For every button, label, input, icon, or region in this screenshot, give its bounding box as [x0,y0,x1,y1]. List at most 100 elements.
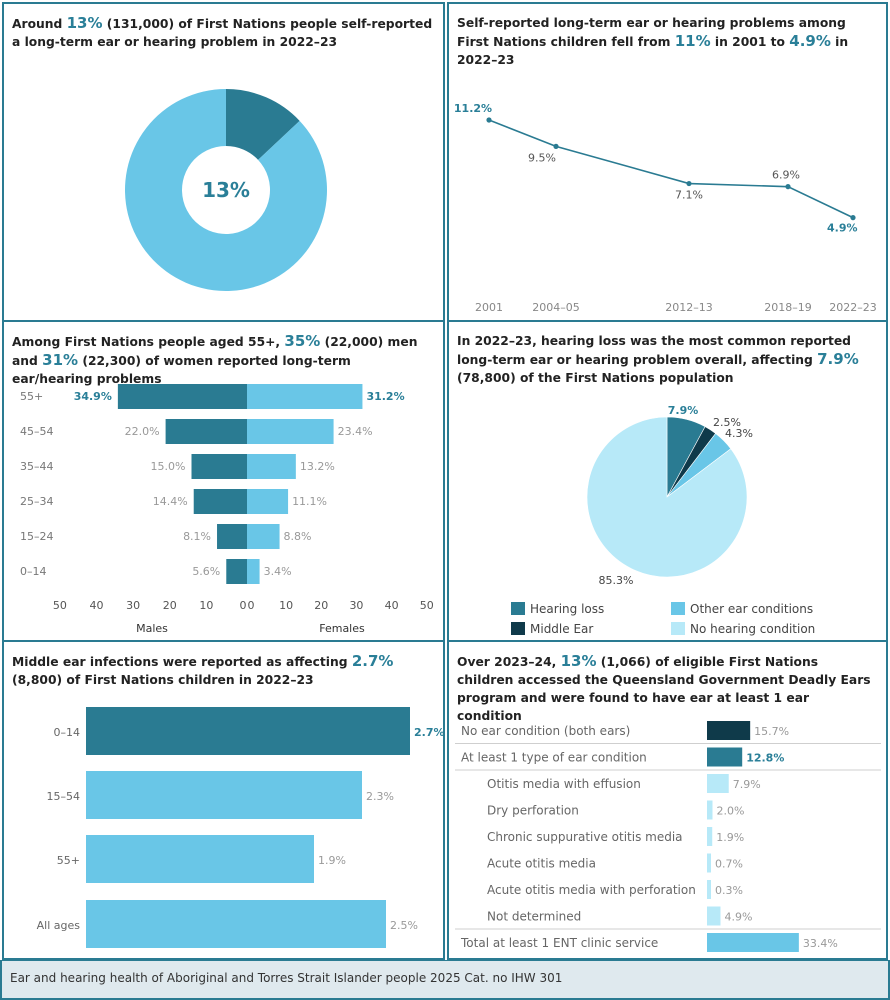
male-bar [217,524,247,549]
x-tick-label-right: 10 [279,599,293,612]
bar [707,800,713,820]
x-tick-label: 2004–05 [532,301,580,314]
data-point [785,184,791,190]
female-value-label: 3.4% [264,565,292,578]
male-value-label: 8.1% [183,530,211,543]
legend-label: Hearing loss [530,602,604,616]
pie-slice [586,416,748,578]
line-chart: 11.2% 9.5% 7.1% 6.9% 4.9% 2001 2004–05 2012–13 2… [454,102,877,314]
bar [86,835,314,883]
bar [707,906,721,926]
axis-label-males: Males [136,622,168,635]
panel-deadly-ears-table: Over 2023–24, 13% (1,066) of eligible Fi… [447,640,888,960]
panel-middle-ear-bars: Middle ear infections were reported as a… [2,640,445,960]
value-label: 2.7% [414,726,445,739]
female-value-label: 8.8% [284,530,312,543]
panel-title: Middle ear infections were reported as a… [12,652,394,687]
panel-pie-conditions: In 2022–23, hearing loss was the most co… [447,320,888,642]
panel-title: Self-reported long-term ear or hearing p… [457,16,849,67]
highlight-value: 2.7% [351,652,394,670]
panel-title: Among First Nations people aged 55+, 35%… [12,332,418,386]
data-label: 11.2% [454,102,492,115]
x-tick-label-left: 30 [126,599,140,612]
female-value-label: 31.2% [366,390,404,403]
value-label: 7.9% [733,778,761,791]
bar [707,827,713,846]
value-label: 0.7% [715,858,743,871]
data-point [553,143,559,149]
female-bar [247,524,280,549]
data-point [486,117,492,123]
male-bar [165,419,247,444]
pie-chart: 7.9% 2.5%4.3% 85.3% Hearing loss Middle Ear O… [511,404,815,636]
x-tick-label: 2018–19 [764,301,812,314]
row-label: Not determined [487,910,581,924]
value-label: 2.5% [390,919,418,932]
x-tick-label-right: 40 [385,599,399,612]
legend-swatch [671,602,685,615]
male-value-label: 34.9% [74,390,112,403]
highlight-value: 35% [284,332,321,350]
bar [86,707,410,755]
male-bar [191,454,247,479]
data-point [850,215,856,221]
highlight-value: 11% [674,32,711,50]
age-label: 45–54 [20,425,54,438]
value-label: 0.3% [715,884,743,897]
female-value-label: 11.1% [292,495,327,508]
x-tick-label-left: 10 [199,599,213,612]
x-tick-label-left: 0 [240,599,247,612]
male-value-label: 22.0% [125,425,160,438]
highlight-value: 13% [66,14,103,32]
male-value-label: 5.6% [192,565,220,578]
data-label: 7.1% [675,189,703,202]
bar [707,933,799,952]
value-label: 4.9% [724,911,752,924]
female-bar [247,454,296,479]
legend-label: Other ear conditions [690,602,813,616]
slice-label: 7.9% [668,404,699,417]
legend-label: No hearing condition [690,622,815,636]
bar [86,900,386,948]
bar [707,774,729,793]
donut-slice [124,89,327,292]
slice-label: 4.3% [725,427,753,440]
x-tick-label-left: 40 [89,599,103,612]
donut-slice [226,89,300,160]
slice-label: 2.5% [713,416,741,429]
female-bar [247,384,363,409]
legend-label: Middle Ear [530,622,593,636]
value-label: 12.8% [746,752,784,765]
footer-citation: Ear and hearing health of Aboriginal and… [0,960,890,1000]
row-label: Acute otitis media [487,857,596,871]
row-label: At least 1 type of ear condition [461,751,647,765]
age-label: 55+ [20,390,43,403]
panel-donut-ear-problems: Around 13% (131,000) of First Nations pe… [2,2,445,322]
legend-swatch [511,602,525,615]
female-bar [247,419,334,444]
x-tick-label-right: 30 [349,599,363,612]
highlight-value: 4.9% [789,32,831,50]
x-tick-label-right: 50 [420,599,434,612]
age-label: 35–44 [20,460,54,473]
male-value-label: 14.4% [153,495,188,508]
row-label: No ear condition (both ears) [461,724,630,738]
row-label: Otitis media with effusion [487,777,641,791]
row-label: Chronic suppurative otitis media [487,830,683,844]
row-label: Acute otitis media with perforation [487,883,696,897]
highlight-value: 7.9% [817,350,859,368]
x-tick-label-left: 50 [53,599,67,612]
female-value-label: 23.4% [338,425,373,438]
x-tick-label: 2012–13 [665,301,713,314]
table-bar-chart: No ear condition (both ears) 15.7% At leas… [455,721,881,952]
x-tick-label-right: 0 [248,599,255,612]
female-bar [247,489,289,514]
value-label: 2.0% [717,805,745,818]
legend-swatch [511,622,525,635]
panel-title: Around 13% (131,000) of First Nations pe… [12,14,433,49]
butterfly-chart: 55+ 34.9% 31.2% 45–54 22.0% 23.4% 35–44 15.0% 13… [20,384,434,635]
value-label: 33.4% [803,937,838,950]
highlight-value: 31% [42,351,79,369]
male-bar [117,384,248,409]
panel-title: In 2022–23, hearing loss was the most co… [457,334,859,385]
